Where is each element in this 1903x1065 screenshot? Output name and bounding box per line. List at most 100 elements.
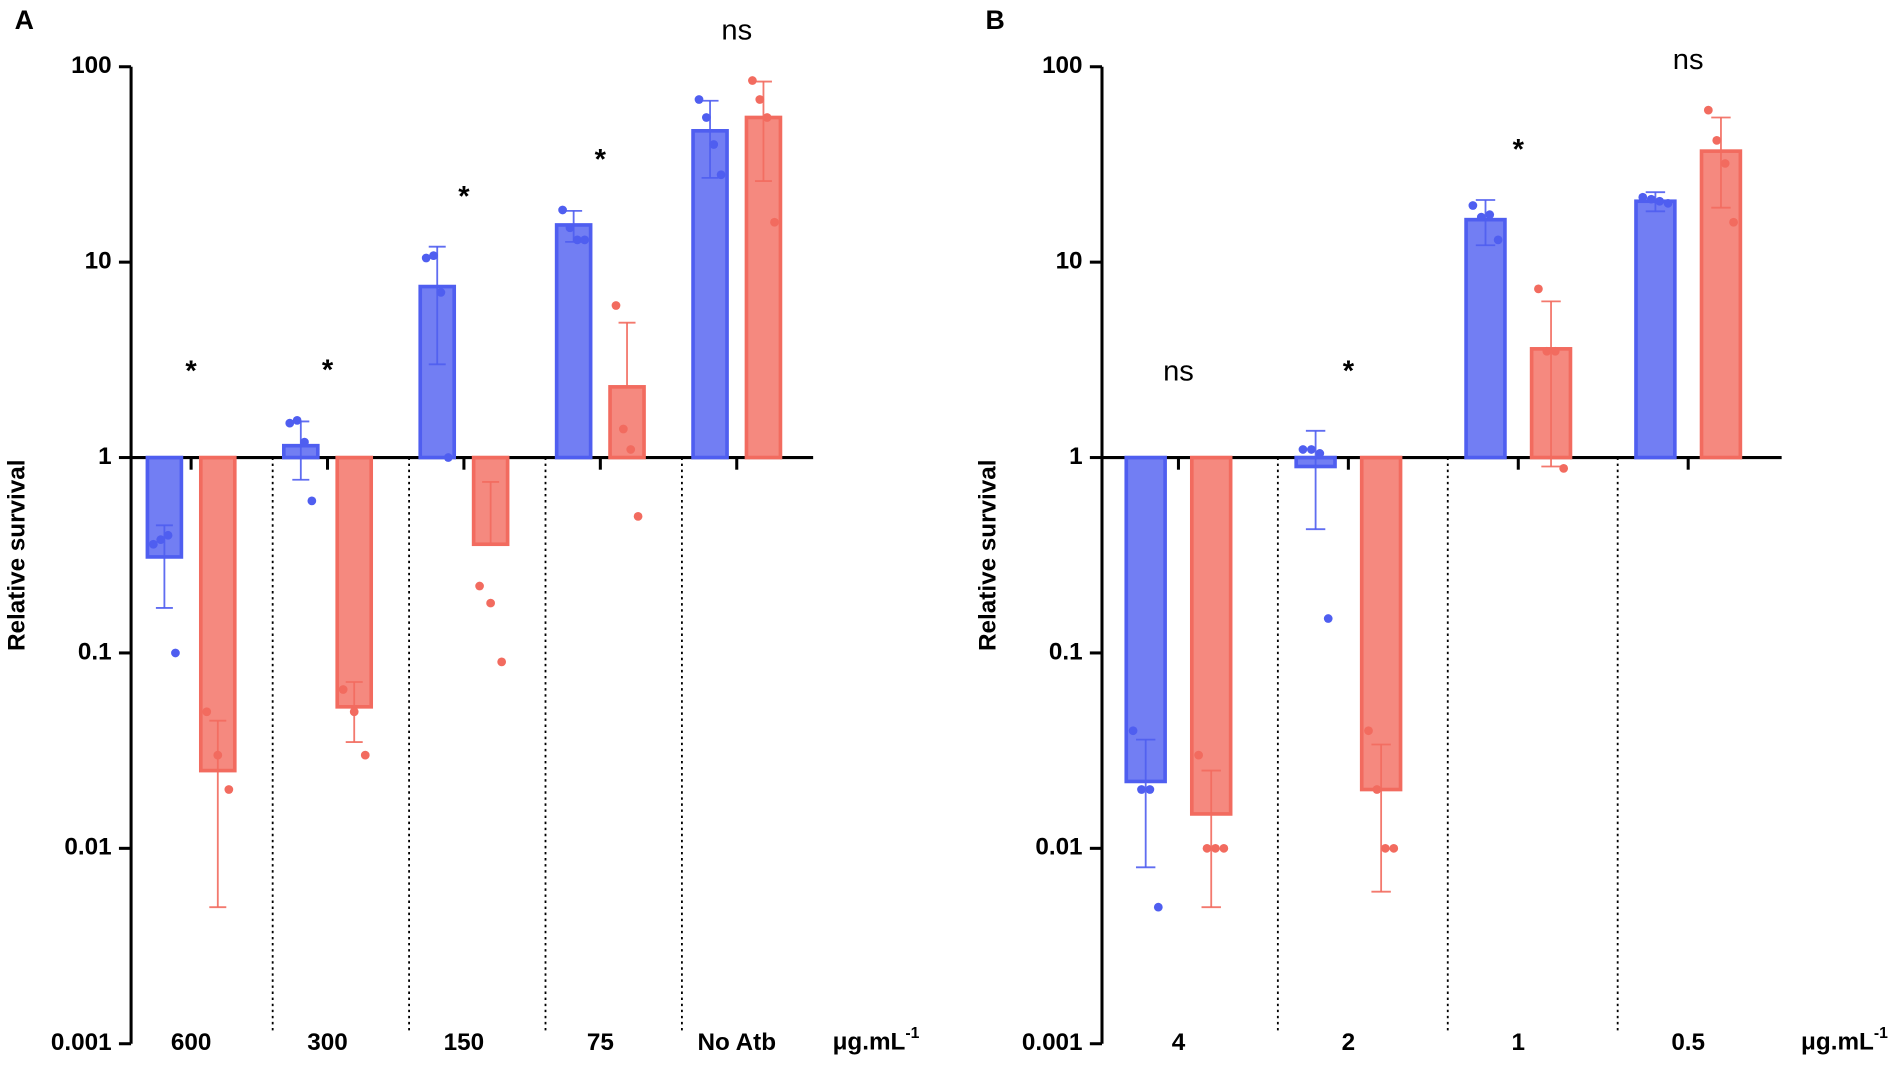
significance-label: ns (1673, 44, 1704, 76)
figure-body: A Relative survival 0.001 0.01 0.1 1 10 100 μg.m… (4, 5, 1889, 1056)
bar (335, 455, 374, 709)
bar (418, 284, 457, 460)
data-point (572, 235, 582, 245)
y-tick-label: 0.1 (78, 638, 112, 665)
bar (744, 115, 783, 460)
significance-label: * (185, 355, 197, 387)
data-point (1703, 105, 1713, 115)
data-point (224, 785, 234, 794)
bar (1359, 455, 1403, 792)
x-tick-label: 600 (171, 1029, 211, 1056)
data-point (443, 453, 453, 462)
data-point (565, 223, 575, 233)
significance-label: * (1513, 134, 1525, 166)
y-tick-label: 1 (1069, 443, 1083, 470)
y-tick-label: 100 (1042, 52, 1083, 79)
data-point (709, 140, 719, 149)
data-point (1389, 843, 1399, 853)
data-point (1315, 449, 1325, 458)
data-point (292, 415, 302, 425)
data-point (156, 535, 166, 545)
significance-label: ns (1163, 355, 1194, 387)
x-unit: μg.mL (833, 1029, 906, 1056)
data-point (475, 581, 484, 591)
data-point (436, 288, 446, 297)
bar (198, 455, 237, 773)
data-point (1720, 159, 1730, 168)
y-tick-label: 0.001 (51, 1029, 112, 1056)
bar (608, 385, 646, 460)
y-tick-label: 0.01 (64, 834, 111, 861)
data-point (163, 530, 173, 540)
x-tick-label: 150 (444, 1029, 485, 1056)
y-tick-label: 1 (98, 443, 112, 470)
data-point (1307, 445, 1316, 454)
data-point (618, 424, 628, 434)
bar (691, 129, 729, 460)
data-point (1493, 235, 1503, 245)
bar (1189, 455, 1233, 816)
y-tick-label: 10 (1056, 248, 1083, 275)
data-point (429, 251, 438, 260)
bar (1464, 217, 1507, 460)
data-point (1712, 135, 1722, 145)
bar (471, 455, 510, 547)
data-point (1323, 614, 1333, 623)
y-axis-title: Relative survival (4, 459, 31, 651)
y-axis-title: Relative survival (975, 459, 1002, 651)
data-point (1542, 346, 1552, 356)
data-point (1663, 198, 1673, 208)
data-point (1202, 843, 1212, 853)
data-point (1219, 843, 1229, 853)
data-point (1476, 212, 1486, 222)
bar (1634, 199, 1677, 460)
x-unit-label: μg.mL-1 (1801, 1025, 1888, 1056)
data-point (202, 707, 212, 717)
data-point (300, 437, 309, 447)
y-tick-label: 0.1 (1049, 638, 1083, 665)
data-point (338, 685, 348, 694)
data-point (307, 496, 317, 506)
data-point (285, 418, 295, 428)
data-point (497, 657, 507, 667)
panel: B Relative survival 0.001 0.01 0.1 1 10 100 μg.m… (975, 5, 1889, 1056)
significance-label: ns (721, 15, 752, 47)
y-tick-label: 0.01 (1035, 834, 1082, 861)
y-tick-label: 100 (71, 52, 111, 79)
panel: A Relative survival 0.001 0.01 0.1 1 10 100 μg.m… (4, 5, 920, 1056)
data-point (1372, 785, 1382, 794)
data-point (558, 205, 567, 215)
x-unit: μg.mL (1801, 1029, 1874, 1056)
data-point (1646, 194, 1656, 204)
data-point (770, 217, 779, 227)
data-point (1534, 284, 1543, 294)
data-point (1364, 726, 1373, 736)
data-point (486, 598, 495, 608)
x-tick-label: 75 (587, 1029, 614, 1056)
bar (554, 223, 593, 460)
data-point (626, 445, 636, 454)
data-point (1194, 750, 1203, 760)
data-point (580, 235, 590, 245)
x-unit-label: μg.mL-1 (833, 1025, 920, 1056)
y-tick-label: 10 (85, 248, 112, 275)
significance-label: * (458, 181, 470, 213)
data-point (755, 95, 765, 104)
data-point (1137, 785, 1146, 794)
data-point (349, 707, 359, 717)
x-unit-exponent: -1 (1874, 1025, 1888, 1042)
data-point (748, 76, 757, 85)
bar (1529, 347, 1573, 460)
data-point (1298, 445, 1308, 454)
data-point (148, 539, 158, 549)
data-point (213, 750, 223, 760)
data-point (716, 170, 726, 180)
data-point (633, 511, 643, 521)
x-unit-exponent: -1 (905, 1025, 919, 1042)
data-point (1145, 785, 1155, 794)
data-point (1128, 726, 1138, 736)
y-tick-label: 0.001 (1022, 1029, 1083, 1056)
x-tick-label: 0.5 (1671, 1029, 1705, 1056)
data-point (1638, 192, 1648, 202)
